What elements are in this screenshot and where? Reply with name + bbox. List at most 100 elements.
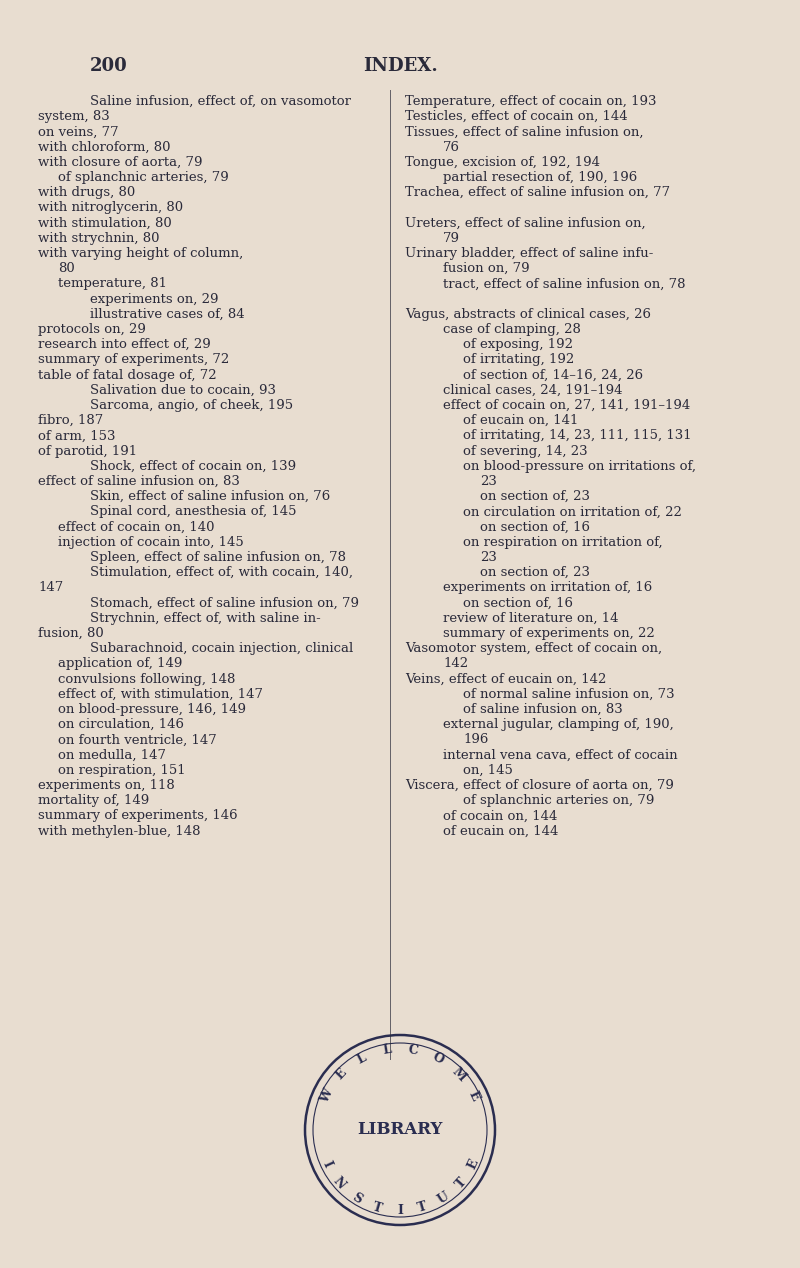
- Text: case of clamping, 28: case of clamping, 28: [443, 323, 581, 336]
- Text: convulsions following, 148: convulsions following, 148: [58, 672, 235, 686]
- Text: experiments on, 29: experiments on, 29: [90, 293, 218, 306]
- Text: experiments on irritation of, 16: experiments on irritation of, 16: [443, 582, 652, 595]
- Text: on section of, 23: on section of, 23: [480, 491, 590, 503]
- Text: effect of cocain on, 140: effect of cocain on, 140: [58, 521, 214, 534]
- Text: summary of experiments, 72: summary of experiments, 72: [38, 354, 230, 366]
- Text: L: L: [382, 1044, 392, 1058]
- Text: W: W: [318, 1087, 335, 1104]
- Text: external jugular, clamping of, 190,: external jugular, clamping of, 190,: [443, 718, 674, 732]
- Text: 76: 76: [443, 141, 460, 153]
- Text: E: E: [334, 1066, 350, 1082]
- Text: on respiration, 151: on respiration, 151: [58, 763, 186, 777]
- Text: on circulation on irritation of, 22: on circulation on irritation of, 22: [463, 506, 682, 519]
- Text: I: I: [397, 1205, 403, 1217]
- Text: on medulla, 147: on medulla, 147: [58, 748, 166, 762]
- Text: S: S: [349, 1191, 364, 1206]
- Text: experiments on, 118: experiments on, 118: [38, 779, 174, 792]
- Text: review of literature on, 14: review of literature on, 14: [443, 611, 618, 625]
- Text: 196: 196: [463, 733, 488, 747]
- Text: summary of experiments on, 22: summary of experiments on, 22: [443, 626, 654, 640]
- Text: on fourth ventricle, 147: on fourth ventricle, 147: [58, 733, 217, 747]
- Text: of eucain on, 144: of eucain on, 144: [443, 824, 558, 838]
- Text: U: U: [435, 1189, 452, 1207]
- Text: 147: 147: [38, 582, 63, 595]
- Text: with chloroform, 80: with chloroform, 80: [38, 141, 170, 153]
- Text: internal vena cava, effect of cocain: internal vena cava, effect of cocain: [443, 748, 678, 762]
- Text: of splanchnic arteries, 79: of splanchnic arteries, 79: [58, 171, 229, 184]
- Text: with strychnin, 80: with strychnin, 80: [38, 232, 159, 245]
- Text: M: M: [450, 1065, 468, 1084]
- Text: INDEX.: INDEX.: [362, 57, 438, 75]
- Text: of splanchnic arteries on, 79: of splanchnic arteries on, 79: [463, 794, 654, 808]
- Text: Shock, effect of cocain on, 139: Shock, effect of cocain on, 139: [90, 460, 296, 473]
- Text: illustrative cases of, 84: illustrative cases of, 84: [90, 308, 245, 321]
- Text: Ureters, effect of saline infusion on,: Ureters, effect of saline infusion on,: [405, 217, 646, 230]
- Text: Saline infusion, effect of, on vasomotor: Saline infusion, effect of, on vasomotor: [90, 95, 351, 108]
- Text: Vagus, abstracts of clinical cases, 26: Vagus, abstracts of clinical cases, 26: [405, 308, 651, 321]
- Text: injection of cocain into, 145: injection of cocain into, 145: [58, 536, 244, 549]
- Text: of saline infusion on, 83: of saline infusion on, 83: [463, 702, 622, 716]
- Text: on blood-pressure on irritations of,: on blood-pressure on irritations of,: [463, 460, 696, 473]
- Text: of parotid, 191: of parotid, 191: [38, 445, 137, 458]
- Text: fibro, 187: fibro, 187: [38, 415, 103, 427]
- Text: tract, effect of saline infusion on, 78: tract, effect of saline infusion on, 78: [443, 278, 686, 290]
- Text: of eucain on, 141: of eucain on, 141: [463, 415, 578, 427]
- Text: 79: 79: [443, 232, 460, 245]
- Text: 80: 80: [58, 262, 74, 275]
- Text: N: N: [330, 1175, 348, 1192]
- Text: of normal saline infusion on, 73: of normal saline infusion on, 73: [463, 687, 674, 701]
- Text: L: L: [355, 1051, 369, 1066]
- Text: E: E: [466, 1158, 482, 1172]
- Text: Strychnin, effect of, with saline in-: Strychnin, effect of, with saline in-: [90, 611, 321, 625]
- Text: with methylen-blue, 148: with methylen-blue, 148: [38, 824, 201, 838]
- Text: Vasomotor system, effect of cocain on,: Vasomotor system, effect of cocain on,: [405, 642, 662, 656]
- Text: Stomach, effect of saline infusion on, 79: Stomach, effect of saline infusion on, 7…: [90, 597, 359, 610]
- Text: Urinary bladder, effect of saline infu-: Urinary bladder, effect of saline infu-: [405, 247, 654, 260]
- Text: on circulation, 146: on circulation, 146: [58, 718, 184, 732]
- Text: fusion on, 79: fusion on, 79: [443, 262, 530, 275]
- Text: Sarcoma, angio, of cheek, 195: Sarcoma, angio, of cheek, 195: [90, 399, 293, 412]
- Text: on respiration on irritation of,: on respiration on irritation of,: [463, 536, 662, 549]
- Text: of section of, 14–16, 24, 26: of section of, 14–16, 24, 26: [463, 369, 643, 382]
- Text: of exposing, 192: of exposing, 192: [463, 339, 573, 351]
- Text: on section of, 16: on section of, 16: [463, 597, 573, 610]
- Text: Trachea, effect of saline infusion on, 77: Trachea, effect of saline infusion on, 7…: [405, 186, 670, 199]
- Text: on, 145: on, 145: [463, 763, 513, 777]
- Text: of irritating, 192: of irritating, 192: [463, 354, 574, 366]
- Text: Spinal cord, anesthesia of, 145: Spinal cord, anesthesia of, 145: [90, 506, 297, 519]
- Text: Tissues, effect of saline infusion on,: Tissues, effect of saline infusion on,: [405, 126, 643, 138]
- Text: 23: 23: [480, 476, 497, 488]
- Text: partial resection of, 190, 196: partial resection of, 190, 196: [443, 171, 638, 184]
- Text: of arm, 153: of arm, 153: [38, 430, 115, 443]
- Text: Testicles, effect of cocain on, 144: Testicles, effect of cocain on, 144: [405, 110, 628, 123]
- Text: summary of experiments, 146: summary of experiments, 146: [38, 809, 238, 823]
- Text: of irritating, 14, 23, 111, 115, 131: of irritating, 14, 23, 111, 115, 131: [463, 430, 692, 443]
- Text: with varying height of column,: with varying height of column,: [38, 247, 243, 260]
- Text: fusion, 80: fusion, 80: [38, 626, 104, 640]
- Text: effect of cocain on, 27, 141, 191–194: effect of cocain on, 27, 141, 191–194: [443, 399, 690, 412]
- Text: system, 83: system, 83: [38, 110, 110, 123]
- Text: Stimulation, effect of, with cocain, 140,: Stimulation, effect of, with cocain, 140…: [90, 567, 353, 579]
- Text: on veins, 77: on veins, 77: [38, 126, 118, 138]
- Text: T: T: [453, 1175, 469, 1191]
- Text: Temperature, effect of cocain on, 193: Temperature, effect of cocain on, 193: [405, 95, 657, 108]
- Text: application of, 149: application of, 149: [58, 657, 182, 671]
- Text: 142: 142: [443, 657, 468, 671]
- Text: with drugs, 80: with drugs, 80: [38, 186, 135, 199]
- Text: Spleen, effect of saline infusion on, 78: Spleen, effect of saline infusion on, 78: [90, 552, 346, 564]
- Text: temperature, 81: temperature, 81: [58, 278, 167, 290]
- Text: T: T: [371, 1201, 383, 1215]
- Text: 200: 200: [90, 57, 128, 75]
- Text: protocols on, 29: protocols on, 29: [38, 323, 146, 336]
- Text: T: T: [417, 1201, 429, 1215]
- Text: on blood-pressure, 146, 149: on blood-pressure, 146, 149: [58, 702, 246, 716]
- Text: Subarachnoid, cocain injection, clinical: Subarachnoid, cocain injection, clinical: [90, 642, 354, 656]
- Text: with closure of aorta, 79: with closure of aorta, 79: [38, 156, 202, 169]
- Text: research into effect of, 29: research into effect of, 29: [38, 339, 210, 351]
- Text: table of fatal dosage of, 72: table of fatal dosage of, 72: [38, 369, 217, 382]
- Text: O: O: [430, 1050, 446, 1066]
- Text: mortality of, 149: mortality of, 149: [38, 794, 150, 808]
- Text: Viscera, effect of closure of aorta on, 79: Viscera, effect of closure of aorta on, …: [405, 779, 674, 792]
- Text: C: C: [407, 1042, 419, 1058]
- Text: on section of, 23: on section of, 23: [480, 567, 590, 579]
